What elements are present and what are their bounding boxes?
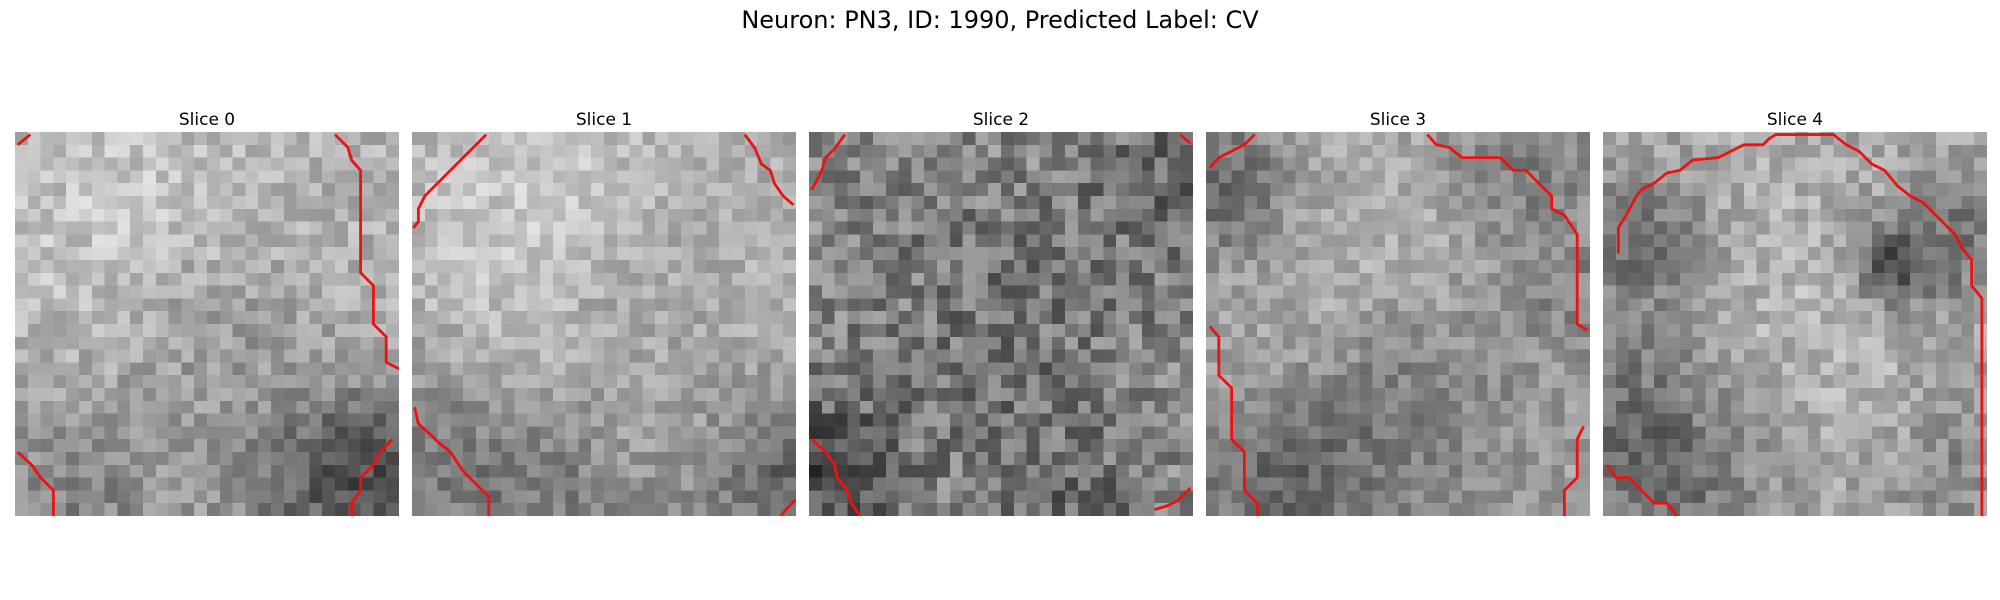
contour-line-0-1 (334, 133, 399, 371)
contour-line-0-3 (350, 438, 394, 516)
contour-line-4-1 (1605, 463, 1679, 516)
contour-line-2-0 (810, 133, 846, 191)
slice-title-3: Slice 3 (1369, 110, 1427, 130)
figure-title: Neuron: PN3, ID: 1990, Predicted Label: … (741, 6, 1259, 34)
contour-line-0-2 (16, 450, 55, 516)
slice-panel-3: Slice 3 (1206, 108, 1590, 516)
slice-image-4 (1603, 132, 1987, 516)
slice-title-4: Slice 4 (1766, 110, 1824, 130)
contour-line-2-1 (1179, 133, 1192, 145)
contour-line-3-0 (1208, 133, 1256, 169)
slice-image-3 (1206, 132, 1590, 516)
slice-image-2 (809, 132, 1193, 516)
contour-line-1-0 (412, 133, 488, 229)
slice-panel-4: Slice 4 (1603, 108, 1987, 516)
contour-line-1-3 (779, 498, 796, 516)
slice-title-1: Slice 1 (575, 110, 633, 130)
slice-image-0 (15, 132, 399, 516)
contour-line-2-2 (810, 438, 862, 516)
slice-title-2: Slice 2 (972, 110, 1030, 130)
contour-line-2-3 (1154, 486, 1192, 511)
contour-line-3-1 (1426, 133, 1589, 332)
slice-panel-1: Slice 1 (412, 108, 796, 516)
slice-title-0: Slice 0 (178, 110, 236, 130)
contour-line-1-2 (413, 406, 491, 516)
slice-panel-0: Slice 0 (15, 108, 399, 516)
contour-line-4-0 (1616, 133, 1984, 516)
contour-line-3-3 (1562, 425, 1585, 516)
contour-line-0-0 (16, 133, 32, 146)
contour-line-1-1 (743, 133, 795, 207)
slice-panel-2: Slice 2 (809, 108, 1193, 516)
contour-line-3-2 (1208, 325, 1259, 516)
slice-image-1 (412, 132, 796, 516)
